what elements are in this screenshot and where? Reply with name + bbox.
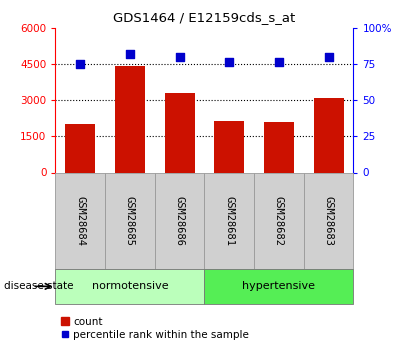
Text: GSM28684: GSM28684 (75, 196, 85, 246)
Bar (314, 98, 344, 172)
Title: GDS1464 / E12159cds_s_at: GDS1464 / E12159cds_s_at (113, 11, 296, 24)
Point (226, 60, 233, 65)
Point (326, 54, 332, 59)
Text: normotensive: normotensive (92, 282, 168, 291)
Bar (155, 172, 204, 269)
Bar (304, 172, 353, 269)
Bar (165, 93, 194, 172)
Text: GSM28682: GSM28682 (274, 196, 284, 246)
Text: GSM28683: GSM28683 (323, 196, 334, 246)
Bar (254, 172, 304, 269)
Bar (215, 120, 244, 172)
Bar (65, 124, 95, 172)
Bar (205, 269, 353, 304)
Text: GSM28685: GSM28685 (125, 196, 135, 246)
Bar (105, 172, 155, 269)
Point (276, 60, 282, 65)
Point (176, 54, 183, 59)
Legend: count, percentile rank within the sample: count, percentile rank within the sample (61, 317, 249, 340)
Bar (55, 172, 105, 269)
Text: GSM28686: GSM28686 (175, 196, 185, 246)
Text: GSM28681: GSM28681 (224, 196, 234, 246)
Text: disease state: disease state (4, 282, 74, 291)
Bar (115, 66, 145, 172)
Point (127, 51, 133, 57)
Bar (55, 269, 205, 304)
Text: hypertensive: hypertensive (242, 282, 316, 291)
Bar (205, 172, 254, 269)
Point (77, 61, 83, 67)
Bar (264, 122, 294, 172)
